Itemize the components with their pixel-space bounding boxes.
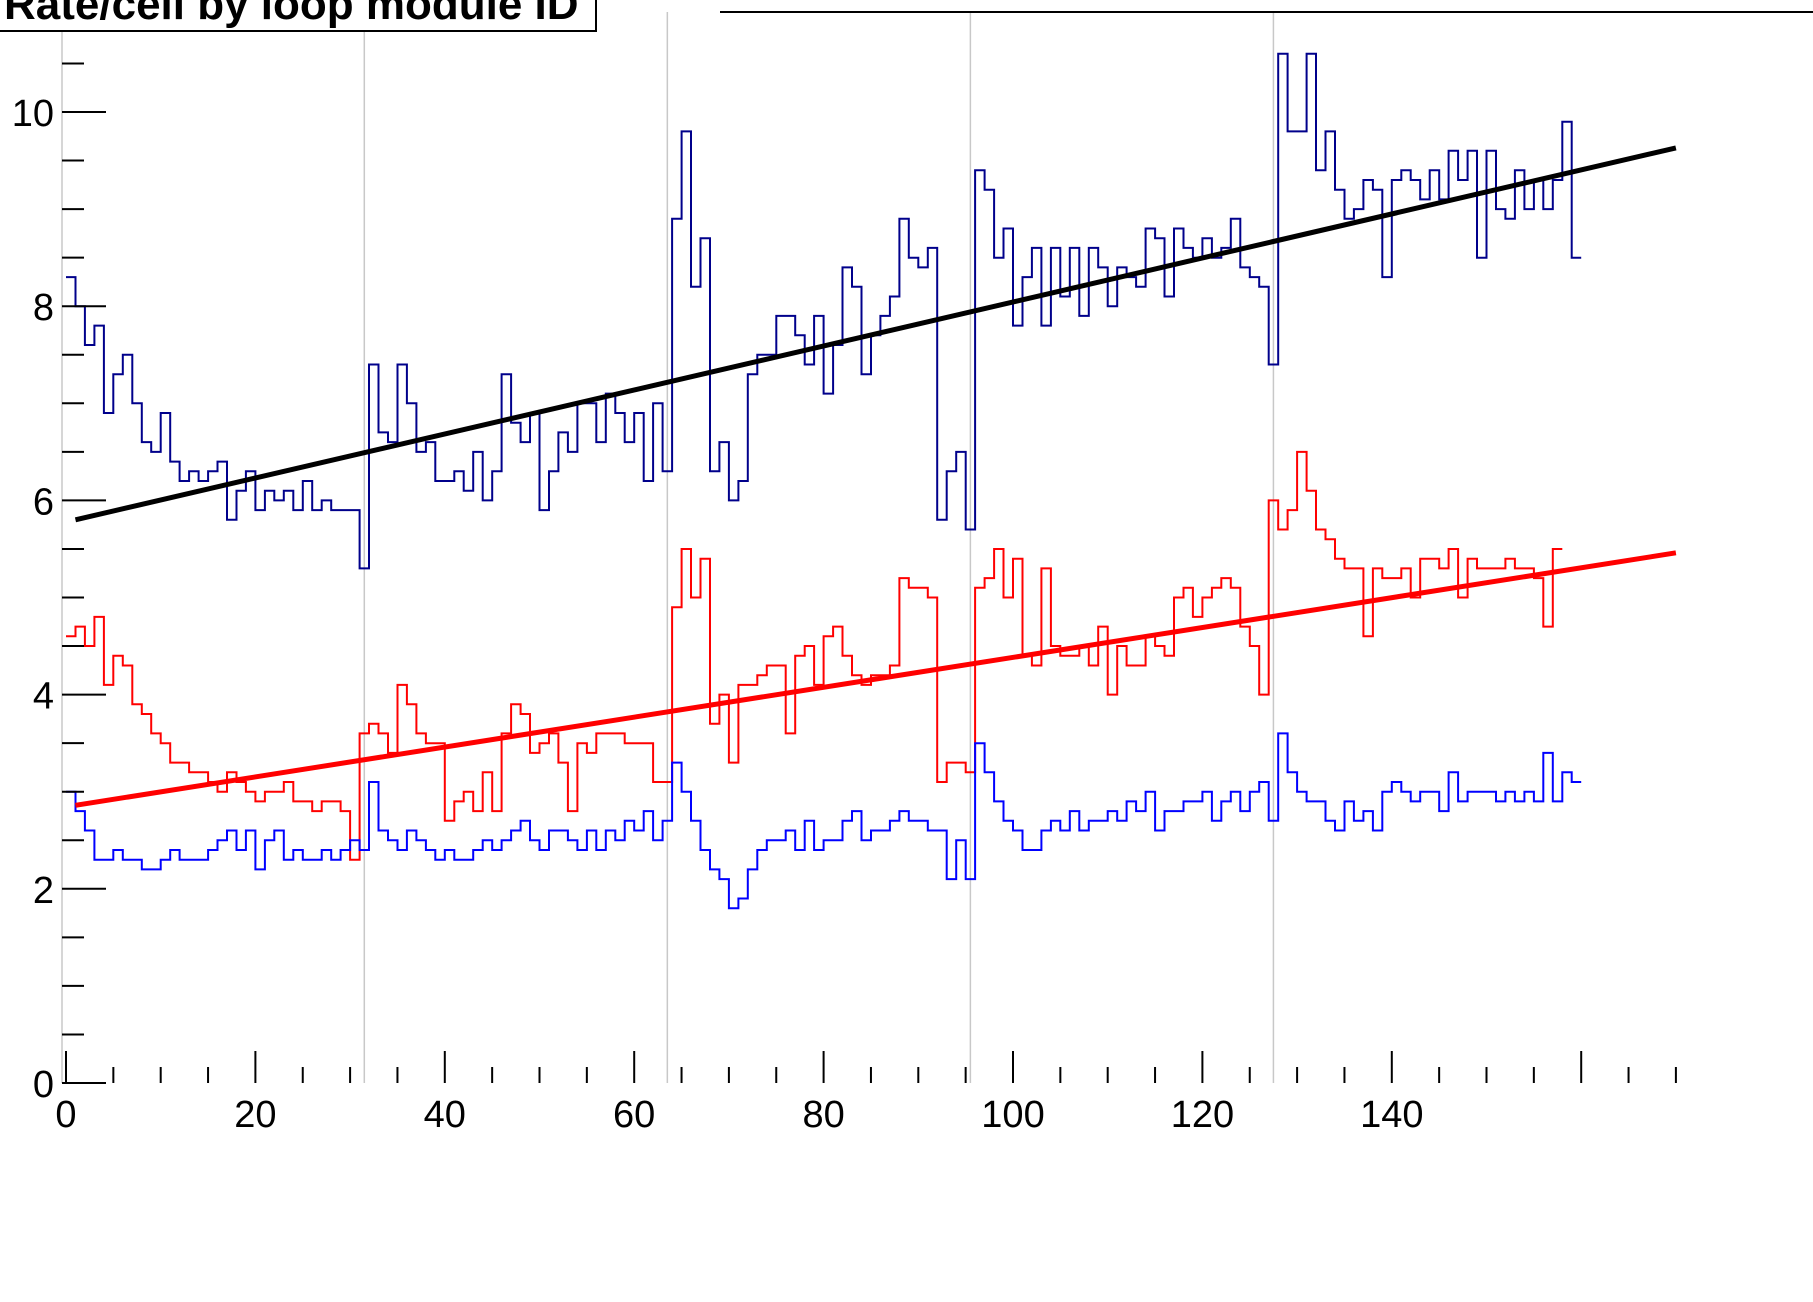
axes: 0 20 40 60 80 100 120 140 0 2 4 6 8 10 (12, 11, 1813, 1136)
grid-lines (363, 12, 1275, 1083)
x-tick-label-0: 0 (55, 1094, 76, 1136)
x-tick-label-60: 60 (613, 1094, 655, 1136)
y-tick-label-4: 4 (33, 676, 54, 718)
x-tick-label-100: 100 (981, 1094, 1044, 1136)
fit-lines (74, 145, 1677, 808)
x-tick-label-40: 40 (424, 1094, 466, 1136)
histogram-hist_bottom (66, 732, 1582, 910)
y-tick-label-6: 6 (33, 481, 54, 523)
x-tick-label-120: 120 (1171, 1094, 1234, 1136)
y-tick-label-8: 8 (33, 287, 54, 329)
y-tick-label-2: 2 (33, 870, 54, 912)
x-tick-label-140: 140 (1360, 1094, 1423, 1136)
y-tick-label-0: 0 (33, 1064, 54, 1106)
fit-line-fit_top (74, 145, 1677, 523)
histogram-series (66, 52, 1582, 910)
y-tick-label-10: 10 (12, 93, 54, 135)
histogram-hist_mid (66, 450, 1563, 861)
x-tick-label-20: 20 (234, 1094, 276, 1136)
histogram-hist_top (66, 52, 1582, 570)
chart-title: Rate/cell by loop module ID (0, 0, 597, 32)
fit-line-fit_mid (75, 550, 1677, 808)
x-tick-label-80: 80 (802, 1094, 844, 1136)
